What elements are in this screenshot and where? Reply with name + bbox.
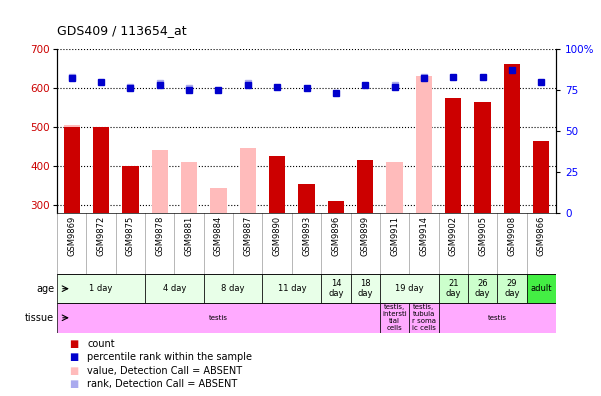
Text: testis,
tubula
r soma
ic cells: testis, tubula r soma ic cells bbox=[412, 304, 436, 331]
Text: GSM9902: GSM9902 bbox=[449, 216, 458, 256]
Text: GSM9908: GSM9908 bbox=[507, 216, 516, 256]
Bar bbox=[386, 162, 403, 213]
Bar bbox=[439, 274, 468, 303]
Text: 26
day: 26 day bbox=[475, 279, 490, 298]
Text: 11 day: 11 day bbox=[278, 284, 306, 293]
Bar bbox=[263, 274, 321, 303]
Bar bbox=[123, 166, 138, 213]
Bar bbox=[93, 127, 109, 213]
Bar bbox=[57, 303, 380, 333]
Bar bbox=[321, 274, 350, 303]
Bar bbox=[328, 201, 344, 213]
Bar bbox=[357, 160, 373, 213]
Bar bbox=[123, 166, 138, 213]
Text: 18
day: 18 day bbox=[358, 279, 373, 298]
Bar bbox=[64, 127, 80, 213]
Bar bbox=[204, 274, 263, 303]
Bar bbox=[210, 188, 227, 213]
Text: testis: testis bbox=[488, 315, 507, 321]
Text: ■: ■ bbox=[69, 352, 78, 362]
Text: testis: testis bbox=[209, 315, 228, 321]
Text: GSM9896: GSM9896 bbox=[331, 216, 340, 256]
Bar bbox=[533, 141, 549, 213]
Bar bbox=[409, 303, 439, 333]
Text: ■: ■ bbox=[69, 379, 78, 390]
Bar bbox=[504, 65, 520, 213]
Bar bbox=[380, 274, 439, 303]
Text: GSM9914: GSM9914 bbox=[419, 216, 429, 256]
Bar bbox=[475, 101, 490, 213]
Text: GSM9884: GSM9884 bbox=[214, 216, 223, 256]
Bar bbox=[145, 274, 204, 303]
Text: value, Detection Call = ABSENT: value, Detection Call = ABSENT bbox=[87, 366, 242, 376]
Bar bbox=[64, 125, 80, 213]
Text: GSM9869: GSM9869 bbox=[67, 216, 76, 256]
Text: GSM9875: GSM9875 bbox=[126, 216, 135, 256]
Bar bbox=[269, 156, 285, 213]
Bar bbox=[357, 160, 373, 213]
Text: GSM9911: GSM9911 bbox=[390, 216, 399, 256]
Bar bbox=[299, 184, 314, 213]
Text: GDS409 / 113654_at: GDS409 / 113654_at bbox=[57, 24, 187, 37]
Bar bbox=[350, 274, 380, 303]
Bar bbox=[416, 76, 432, 213]
Bar bbox=[240, 148, 256, 213]
Text: GSM9899: GSM9899 bbox=[361, 216, 370, 256]
Bar bbox=[468, 274, 497, 303]
Text: 8 day: 8 day bbox=[221, 284, 245, 293]
Text: GSM9887: GSM9887 bbox=[243, 216, 252, 257]
Bar bbox=[151, 150, 168, 213]
Text: count: count bbox=[87, 339, 115, 348]
Bar bbox=[497, 274, 526, 303]
Text: rank, Detection Call = ABSENT: rank, Detection Call = ABSENT bbox=[87, 379, 237, 390]
Text: 21
day: 21 day bbox=[445, 279, 461, 298]
Text: 29
day: 29 day bbox=[504, 279, 520, 298]
Bar bbox=[380, 303, 409, 333]
Text: GSM9893: GSM9893 bbox=[302, 216, 311, 256]
Text: GSM9881: GSM9881 bbox=[185, 216, 194, 256]
Bar bbox=[57, 274, 145, 303]
Text: tissue: tissue bbox=[25, 313, 54, 323]
Text: age: age bbox=[36, 284, 54, 294]
Text: GSM9872: GSM9872 bbox=[97, 216, 106, 256]
Bar bbox=[445, 98, 462, 213]
Text: percentile rank within the sample: percentile rank within the sample bbox=[87, 352, 252, 362]
Text: 19 day: 19 day bbox=[395, 284, 424, 293]
Text: 1 day: 1 day bbox=[90, 284, 113, 293]
Text: GSM9866: GSM9866 bbox=[537, 216, 546, 257]
Bar bbox=[526, 274, 556, 303]
Text: GSM9905: GSM9905 bbox=[478, 216, 487, 256]
Bar bbox=[181, 162, 197, 213]
Text: ■: ■ bbox=[69, 339, 78, 348]
Text: GSM9890: GSM9890 bbox=[273, 216, 282, 256]
Bar bbox=[439, 303, 556, 333]
Text: 4 day: 4 day bbox=[163, 284, 186, 293]
Text: ■: ■ bbox=[69, 366, 78, 376]
Text: adult: adult bbox=[531, 284, 552, 293]
Text: testis,
intersti
tial
cells: testis, intersti tial cells bbox=[382, 304, 407, 331]
Text: GSM9878: GSM9878 bbox=[155, 216, 164, 257]
Text: 14
day: 14 day bbox=[328, 279, 344, 298]
